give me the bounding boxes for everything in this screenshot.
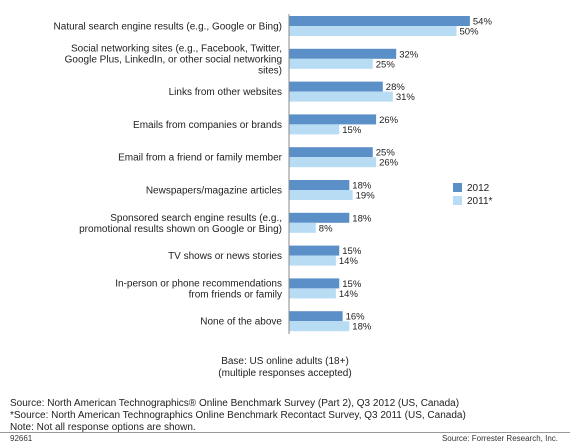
- bar-2012: [289, 114, 377, 125]
- data-label: 32%: [399, 49, 419, 60]
- category-label-line: from friends or family: [189, 289, 282, 300]
- data-label: 18%: [352, 322, 372, 333]
- category-label-line: Emails from companies or brands: [133, 120, 282, 131]
- footer-source: Source: Forrester Research, Inc.: [441, 434, 558, 443]
- bar-2011: [289, 190, 353, 200]
- data-label: 18%: [352, 213, 372, 224]
- data-label: 8%: [319, 223, 333, 234]
- category-label-line: None of the above: [200, 317, 282, 328]
- category-label-line: In-person or phone recommendations: [115, 278, 282, 289]
- bar-2012: [289, 212, 350, 223]
- bar-2012: [289, 147, 373, 158]
- category-label-line: TV shows or news stories: [168, 251, 282, 262]
- bar-2012: [289, 245, 340, 256]
- legend-swatch: [453, 183, 462, 192]
- bar-2011: [289, 91, 393, 102]
- data-label: 26%: [379, 158, 399, 169]
- base-note: Base: US online adults (18+) (multiple r…: [0, 356, 570, 380]
- data-label: 16%: [346, 312, 366, 323]
- source-line2: *Source: North American Technographics O…: [10, 410, 466, 421]
- bar-2011: [289, 222, 316, 233]
- data-label: 54%: [473, 17, 493, 28]
- data-label: 14%: [339, 256, 359, 267]
- data-label: 26%: [379, 115, 399, 126]
- legend-swatch: [453, 196, 462, 205]
- bar-2011: [289, 58, 373, 69]
- category-label: Links from other websites: [169, 87, 282, 98]
- category-label-line: Email from a friend or family member: [118, 153, 283, 164]
- data-label: 28%: [386, 82, 406, 93]
- data-label: 18%: [352, 181, 372, 192]
- bar-2011: [289, 321, 350, 332]
- bar-2012: [289, 180, 350, 190]
- bar-2012: [289, 16, 470, 26]
- legend-label: 2012: [467, 183, 490, 194]
- category-label: TV shows or news stories: [168, 251, 282, 262]
- category-label-line: Links from other websites: [169, 87, 282, 98]
- data-label: 25%: [376, 148, 396, 159]
- category-label: None of the above: [200, 317, 282, 328]
- bar-2012: [289, 81, 383, 92]
- category-label: Newspapers/magazine articles: [146, 186, 282, 197]
- category-label: In-person or phone recommendations from f…: [115, 278, 282, 300]
- bar-2012: [289, 311, 343, 322]
- bar-2012: [289, 48, 397, 59]
- category-label: Social networking sites (e.g., Facebook,…: [65, 43, 282, 76]
- bar-2011: [289, 124, 340, 135]
- category-label-line: Sponsored search engine results (e.g.,: [110, 213, 282, 224]
- category-label: Sponsored search engine results (e.g., pr…: [79, 213, 282, 235]
- category-label-line: promotional results shown on Google or B…: [79, 224, 282, 235]
- legend-label: 2011*: [467, 196, 493, 207]
- data-label: 15%: [342, 125, 362, 136]
- bar-2011: [289, 157, 377, 168]
- category-label-line: sites): [258, 65, 282, 76]
- data-label: 31%: [396, 92, 416, 103]
- category-label-line: Newspapers/magazine articles: [146, 186, 282, 197]
- footer-divider: [0, 432, 570, 433]
- category-label-line: Social networking sites (e.g., Facebook,…: [71, 43, 282, 54]
- data-label: 14%: [339, 289, 359, 300]
- data-label: 15%: [342, 246, 362, 257]
- category-label: Emails from companies or brands: [133, 120, 282, 131]
- bar-2011: [289, 255, 336, 266]
- category-label: Email from a friend or family member: [118, 153, 283, 164]
- category-label-line: Google Plus, LinkedIn, or other social n…: [65, 54, 282, 65]
- base-note-line1: Base: US online adults (18+): [221, 356, 349, 367]
- source-line3: Note: Not all response options are shown…: [10, 422, 196, 433]
- data-label: 19%: [356, 191, 376, 202]
- bar-chart: Natural search engine results (e.g., Goo…: [54, 14, 493, 334]
- category-label-line: Natural search engine results (e.g., Goo…: [54, 22, 282, 33]
- bar-2011: [289, 288, 336, 299]
- data-label: 15%: [342, 279, 362, 290]
- source-line1: Source: North American Technographics® O…: [10, 398, 460, 409]
- data-label: 25%: [376, 59, 396, 70]
- bar-2012: [289, 278, 340, 289]
- figure-id: 92661: [10, 434, 33, 443]
- category-label: Natural search engine results (e.g., Goo…: [54, 22, 282, 33]
- data-label: 50%: [460, 27, 480, 38]
- source-notes: Source: North American Technographics® O…: [10, 398, 466, 434]
- bar-2011: [289, 26, 457, 36]
- base-note-line2: (multiple responses accepted): [218, 368, 352, 379]
